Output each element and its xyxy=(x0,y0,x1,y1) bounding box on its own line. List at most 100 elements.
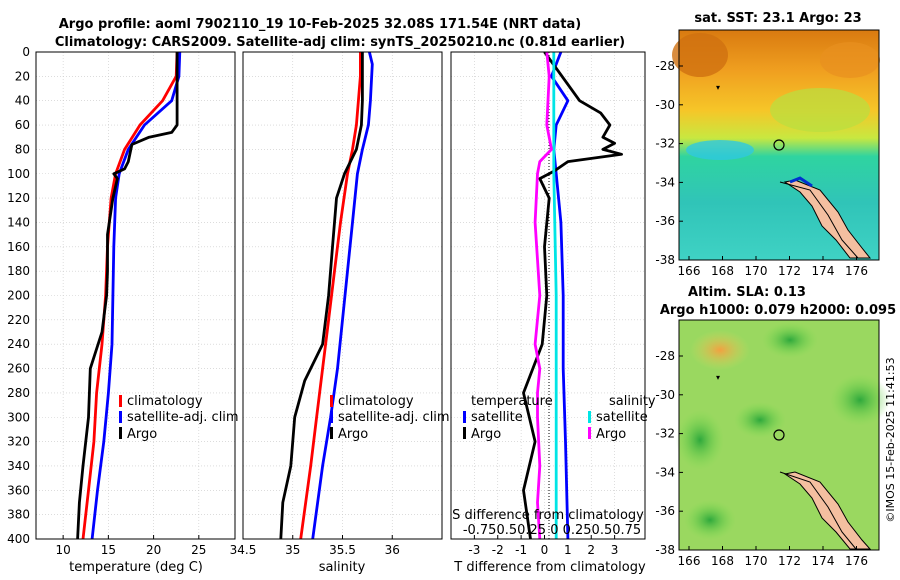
series-line-argo xyxy=(76,52,179,539)
sst-map-axes: 166 168 170 172 174 176 -28 -30 -32 -34 -36 -38 xyxy=(655,59,868,278)
sla-map-axes: 166 168 170 172 174 176 -28 -30 -32 -34 -36 -38 xyxy=(655,349,868,568)
title-line-2: Climatology: CARS2009. Satellite-adj cli… xyxy=(55,35,625,50)
depth-tick-label: 140 xyxy=(7,215,30,229)
new-zealand-land xyxy=(783,179,872,259)
legend-swatch-t-satellite xyxy=(463,411,466,423)
salinity-x-axis: 34.5 35 35.5 36 xyxy=(230,535,400,557)
sla-high-patch xyxy=(690,330,750,370)
x-tick-label: 10 xyxy=(55,543,70,557)
map-lon-label: 172 xyxy=(778,554,801,568)
map-lon-label: 166 xyxy=(678,264,701,278)
legend-label-t-argo: Argo xyxy=(471,427,501,442)
series-line-climatology xyxy=(299,52,362,539)
new-zealand-land xyxy=(783,471,872,550)
legend-swatch-satellite xyxy=(330,411,333,423)
salinity-panel: 34.5 35 35.5 36 salinity climatology satell… xyxy=(230,51,450,575)
sla-map-title: Altim. SLA: 0.13 xyxy=(688,285,806,300)
temperature-grid xyxy=(36,52,235,539)
x-tick-label: 15 xyxy=(101,543,116,557)
x-tick-label: 35.5 xyxy=(329,543,356,557)
series-line-argo xyxy=(279,52,364,539)
map-lon-label: 170 xyxy=(745,554,768,568)
salinity-legend: climatology satellite-adj. clim Argo xyxy=(330,394,450,442)
temperature-frame xyxy=(35,51,236,540)
legend-swatch-climatology xyxy=(330,395,333,407)
map-lat-label: -30 xyxy=(655,388,675,402)
difference-panel: -3 -2 -1 0 1 2 3 T difference from climatology… xyxy=(450,51,656,575)
sst-mid-patch xyxy=(770,88,870,132)
temperature-xlabel: temperature (deg C) xyxy=(69,560,203,575)
depth-tick-label: 100 xyxy=(7,167,30,181)
temperature-legend: climatology satellite-adj. clim Argo xyxy=(119,394,239,442)
legend-swatch-s-satellite xyxy=(588,411,591,423)
sla-patch xyxy=(762,322,818,358)
map-lat-label: -28 xyxy=(655,349,675,363)
sla-patch xyxy=(830,374,890,426)
sst-map-title: sat. SST: 23.1 Argo: 23 xyxy=(694,11,861,26)
legend-swatch-t-argo xyxy=(463,427,466,439)
sla-map-subtitle: Argo h1000: 0.079 h2000: 0.095 xyxy=(660,303,896,318)
x-tick-label: 36 xyxy=(385,543,400,557)
legend-label-satellite: satellite-adj. clim xyxy=(127,410,239,425)
map-lat-label: -38 xyxy=(655,253,675,267)
difference-x-axis: -3 -2 -1 0 1 2 3 xyxy=(468,535,618,557)
salinity-xlabel: salinity xyxy=(319,560,366,575)
map-lon-label: 170 xyxy=(745,264,768,278)
imos-timestamp: ©IMOS 15-Feb-2025 11:41:53 xyxy=(884,357,897,522)
salinity-diff-ticklabels: -0.750.50.25 0 0.250.50.75 xyxy=(463,523,641,538)
depth-tick-label: 20 xyxy=(15,69,30,83)
legend-heading-salinity: salinity xyxy=(609,394,656,409)
argo-position-marker xyxy=(773,139,785,151)
legend-swatch-climatology xyxy=(119,395,122,407)
difference-legend: temperature salinity satellite Argo sate… xyxy=(463,394,656,442)
shelf-contour xyxy=(779,471,857,550)
legend-swatch-s-argo xyxy=(588,427,591,439)
map-lon-label: 174 xyxy=(812,264,835,278)
difference-xlabel: T difference from climatology xyxy=(453,560,646,575)
legend-label-climatology: climatology xyxy=(127,394,203,409)
legend-label-s-satellite: satellite xyxy=(596,410,648,425)
salinity-grid xyxy=(242,52,442,539)
sla-map-frame xyxy=(678,319,880,551)
map-lon-label: 176 xyxy=(845,264,868,278)
sla-patch xyxy=(684,500,736,540)
temperature-lines xyxy=(76,52,182,539)
x-tick-label: 1 xyxy=(564,543,572,557)
depth-tick-label: 80 xyxy=(15,142,30,156)
sst-warm-patch xyxy=(820,42,880,78)
salinity-diff-xlabel: S difference from climatology xyxy=(452,508,644,523)
x-tick-label: 2 xyxy=(587,543,595,557)
temperature-x-axis: 10 15 20 25 xyxy=(55,535,206,557)
argo-position-marker xyxy=(773,429,785,441)
map-lat-label: -28 xyxy=(655,59,675,73)
depth-tick-label: 120 xyxy=(7,191,30,205)
sst-map-frame xyxy=(678,29,880,261)
depth-tick-label: 0 xyxy=(22,45,30,59)
x-tick-label: 25 xyxy=(191,543,206,557)
x-tick-label: 20 xyxy=(146,543,161,557)
depth-tick-label: 300 xyxy=(7,410,30,424)
depth-axis: 0 20 40 60 80 100 120 140 160 180 200 220 240 260 280 3… xyxy=(7,45,30,546)
depth-tick-label: 340 xyxy=(7,459,30,473)
legend-label-s-argo: Argo xyxy=(596,427,626,442)
x-tick-label: -3 xyxy=(468,543,480,557)
x-tick-label: -1 xyxy=(515,543,527,557)
map-lat-label: -34 xyxy=(655,465,675,479)
depth-tick-label: 320 xyxy=(7,435,30,449)
difference-lines xyxy=(522,52,623,539)
series-line-salinity-satellite xyxy=(552,52,558,539)
depth-tick-label: 180 xyxy=(7,264,30,278)
series-line-temperature-satellite xyxy=(550,52,570,539)
depth-tick-label: 160 xyxy=(7,240,30,254)
depth-tick-label: 260 xyxy=(7,362,30,376)
map-lat-label: -30 xyxy=(655,98,675,112)
sla-map: Altim. SLA: 0.13 Argo h1000: 0.079 h2000… xyxy=(655,285,896,568)
depth-tick-label: 380 xyxy=(7,508,30,522)
sla-patch xyxy=(734,402,786,438)
x-tick-label: 34.5 xyxy=(230,543,257,557)
map-lat-label: -32 xyxy=(655,427,675,441)
temperature-panel: 0 20 40 60 80 100 120 140 160 180 200 220 240 260 280 3… xyxy=(7,45,239,575)
map-lon-label: 172 xyxy=(778,264,801,278)
map-lon-label: 168 xyxy=(711,264,734,278)
